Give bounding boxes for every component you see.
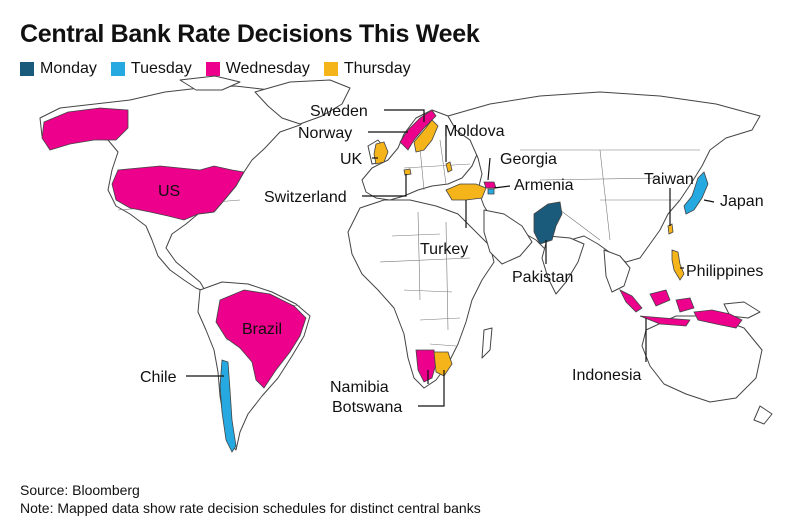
country-indonesia [619,289,743,329]
legend-label-wednesday: Wednesday [225,60,310,77]
country-moldova [445,161,453,173]
borders-asia [520,149,700,241]
leader-armenia [493,185,511,189]
label-philippines: Philippines [686,263,763,280]
label-indonesia: Indonesia [572,367,641,384]
leader-georgia [487,157,491,181]
country-us-alaska [41,107,129,151]
country-philippines [671,249,685,281]
land-asia [447,91,761,263]
land-madagascar [481,327,493,359]
leader-sweden [384,109,425,122]
country-armenia [487,188,495,195]
legend-item-wednesday: Wednesday [205,60,310,78]
chart-title: Central Bank Rate Decisions This Week [20,20,480,48]
land-india [541,235,585,295]
footer: Source: Bloomberg Note: Mapped data show… [20,481,481,517]
leader-japan [703,199,715,203]
label-chile: Chile [140,369,177,386]
country-pakistan [533,201,563,245]
legend-swatch-thursday [323,62,338,76]
label-pakistan: Pakistan [512,269,573,286]
country-botswana [433,351,453,377]
legend-label-tuesday: Tuesday [130,60,192,77]
label-uk: UK [340,151,363,168]
borders-africa [379,211,471,347]
legend-item-monday: Monday [20,60,97,78]
label-namibia: Namibia [330,379,389,396]
land-africa [347,199,495,389]
country-turkey [445,183,487,201]
country-labels: Sweden Norway Moldova UK Georgia Armenia… [140,103,764,416]
label-moldova: Moldova [444,123,505,140]
legend-item-thursday: Thursday [323,60,411,78]
legend-label-monday: Monday [40,60,97,77]
land-southeast-asia [603,249,631,293]
country-japan [683,171,709,215]
leader-switzerland [362,174,407,197]
country-switzerland [403,168,412,176]
source-note: Source: Bloomberg [20,482,140,498]
country-sweden [413,119,439,153]
data-note: Note: Mapped data show rate decision sch… [20,500,481,516]
legend-item-tuesday: Tuesday [110,60,192,78]
label-norway: Norway [298,125,352,142]
label-turkey: Turkey [420,241,468,258]
highlighted-countries [41,107,743,453]
country-norway [399,109,437,151]
label-taiwan: Taiwan [644,171,694,188]
leader-botswana [418,370,445,407]
label-brazil: Brazil [242,321,282,338]
label-georgia: Georgia [500,151,557,168]
country-chile [219,359,237,453]
label-us: US [158,183,180,200]
country-taiwan [667,223,674,235]
label-switzerland: Switzerland [264,189,347,206]
land-new-zealand [753,405,773,425]
country-namibia [415,349,437,383]
legend-swatch-monday [20,62,34,76]
land-australia [641,315,763,403]
legend: Monday Tuesday Wednesday Thursday [20,60,411,78]
leader-lines [186,109,715,407]
label-armenia: Armenia [514,177,574,194]
borders-europe [403,139,471,191]
label-japan: Japan [720,193,764,210]
label-botswana: Botswana [332,399,402,416]
legend-swatch-wednesday [205,62,220,76]
label-sweden: Sweden [310,103,368,120]
land-greenland [254,79,351,125]
land-arabia [483,209,533,265]
land-arctic-islands [179,75,241,91]
country-us [111,165,245,221]
country-brazil [215,289,307,389]
legend-swatch-tuesday [110,62,125,76]
country-georgia [483,181,497,189]
legend-label-thursday: Thursday [343,60,411,77]
